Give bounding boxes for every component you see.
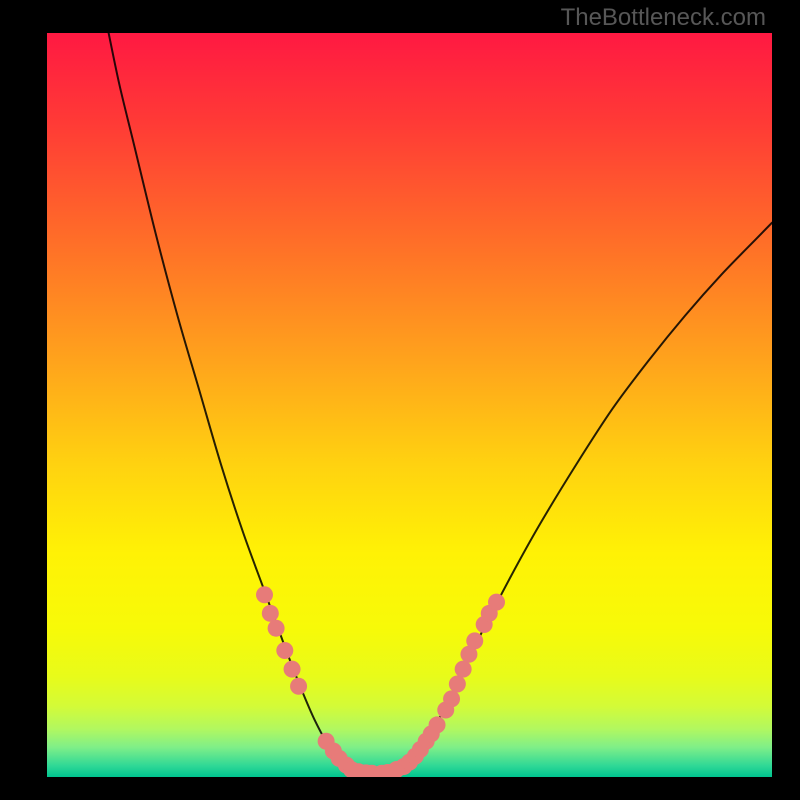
scatter-dot bbox=[290, 678, 307, 695]
scatter-dot bbox=[466, 632, 483, 649]
scatter-dot bbox=[488, 594, 505, 611]
plot-area bbox=[47, 33, 772, 777]
scatter-dot bbox=[455, 661, 472, 678]
scatter-dot bbox=[284, 661, 301, 678]
scatter-dot bbox=[256, 586, 273, 603]
watermark-text: TheBottleneck.com bbox=[561, 4, 766, 32]
scatter-dot bbox=[443, 690, 460, 707]
chart-svg bbox=[47, 33, 772, 777]
scatter-dot bbox=[449, 676, 466, 693]
gradient-background bbox=[47, 33, 772, 777]
scatter-dot bbox=[262, 605, 279, 622]
scatter-dot bbox=[429, 716, 446, 733]
scatter-dot bbox=[276, 642, 293, 659]
scatter-dot bbox=[268, 620, 285, 637]
chart-root: TheBottleneck.com bbox=[0, 0, 800, 800]
